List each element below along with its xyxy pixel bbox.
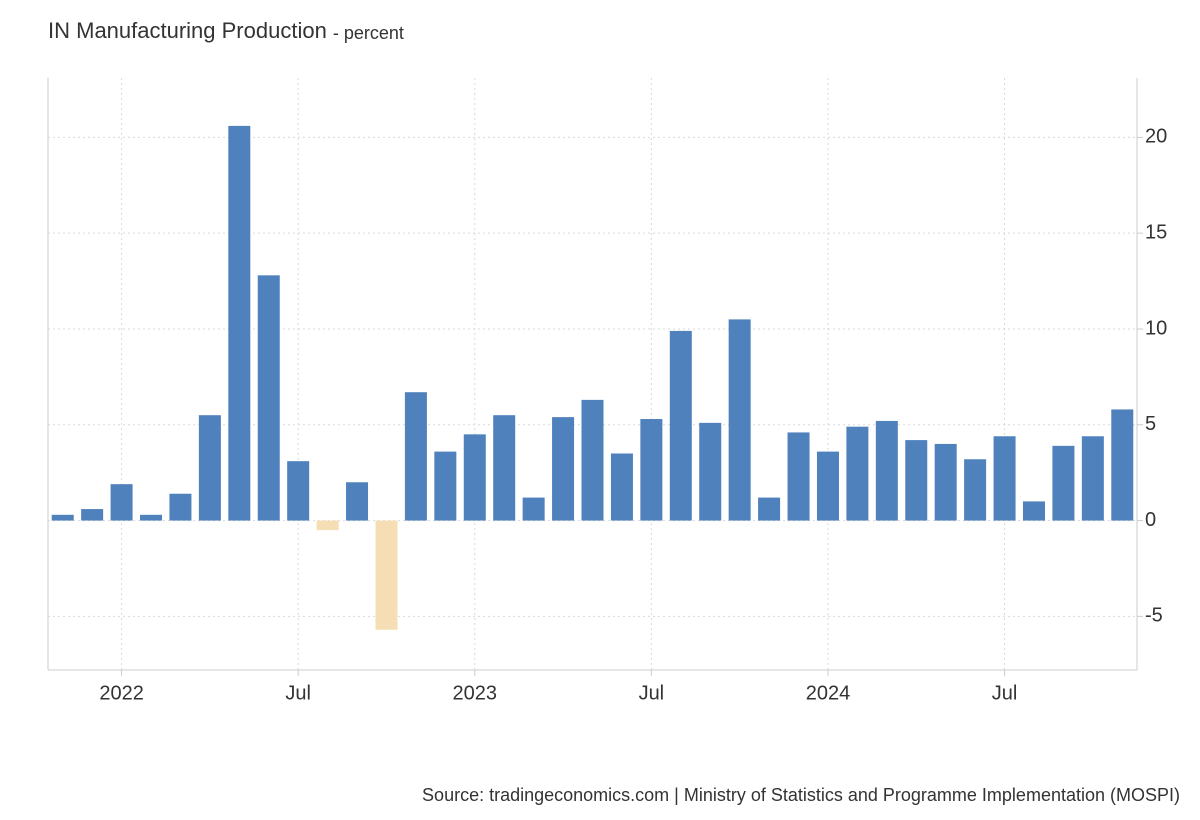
- bar: [257, 275, 280, 521]
- bar: [51, 514, 74, 521]
- bar: [669, 330, 692, 521]
- bar: [581, 399, 604, 521]
- chart-subtitle: - percent: [333, 23, 404, 43]
- bar: [1052, 445, 1075, 521]
- bar: [198, 415, 221, 521]
- bar: [1111, 409, 1134, 521]
- bar: [522, 497, 545, 521]
- bar: [375, 520, 398, 630]
- bar: [846, 426, 869, 521]
- bar: [552, 417, 575, 521]
- chart-title: IN Manufacturing Production: [48, 18, 327, 43]
- bar: [758, 497, 781, 521]
- bar: [905, 440, 928, 521]
- bar: [816, 451, 839, 521]
- bar: [1022, 501, 1045, 521]
- bar: [934, 443, 957, 521]
- y-tick-label: 15: [1145, 221, 1167, 243]
- bar: [964, 459, 987, 521]
- bar: [140, 514, 163, 521]
- bar: [346, 482, 369, 521]
- bar: [404, 392, 427, 521]
- bar: [110, 484, 133, 521]
- bar: [169, 493, 192, 521]
- x-tick-label: Jul: [639, 682, 665, 704]
- bar: [787, 432, 810, 521]
- y-tick-label: 5: [1145, 413, 1156, 435]
- bar: [699, 422, 722, 521]
- bar: [1081, 436, 1104, 521]
- bar: [287, 461, 310, 521]
- x-tick-label: 2023: [453, 682, 498, 704]
- y-tick-label: 10: [1145, 317, 1167, 339]
- x-tick-label: Jul: [285, 682, 311, 704]
- y-tick-label: 20: [1145, 126, 1167, 148]
- bar: [228, 125, 251, 521]
- source-note: Source: tradingeconomics.com | Ministry …: [422, 785, 1180, 805]
- y-tick-label: -5: [1145, 605, 1163, 627]
- bar: [640, 419, 663, 521]
- bar: [493, 415, 516, 521]
- x-tick-label: 2024: [806, 682, 851, 704]
- bar: [463, 434, 486, 521]
- y-tick-label: 0: [1145, 509, 1156, 531]
- bar: [993, 436, 1016, 521]
- x-tick-label: 2022: [99, 682, 144, 704]
- bar: [728, 319, 751, 521]
- bar: [875, 420, 898, 521]
- x-tick-label: Jul: [992, 682, 1018, 704]
- bar: [610, 453, 633, 521]
- bar: [81, 509, 104, 521]
- bar: [316, 520, 339, 531]
- bar: [434, 451, 457, 521]
